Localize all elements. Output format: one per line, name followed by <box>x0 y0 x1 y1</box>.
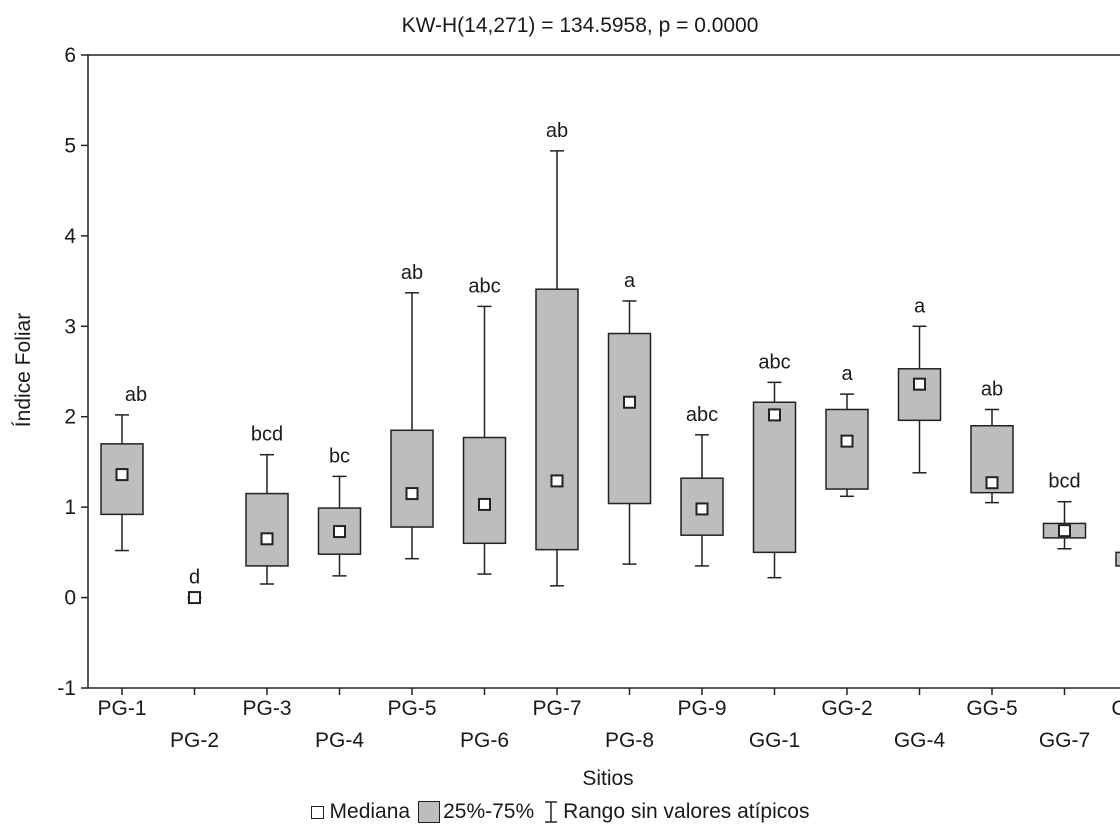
box-gg-5: ab <box>970 378 1014 504</box>
iqr-box <box>462 436 507 545</box>
median-marker <box>913 377 926 391</box>
box-pg-6: abc <box>462 275 507 575</box>
x-tick-label: PG-8 <box>605 729 654 752</box>
box-pg-1: ab <box>100 384 147 552</box>
iqr-box <box>752 401 797 554</box>
box-gg-9: cd <box>1115 551 1120 567</box>
group-letter-label: bcd <box>251 424 283 446</box>
group-letter-label: ab <box>125 384 147 406</box>
median-marker <box>115 468 129 482</box>
chart-title: KW-H(14,271) = 134.5958, p = 0.0000 <box>402 14 759 37</box>
median-marker <box>840 434 854 448</box>
group-letter-label: bc <box>329 445 350 467</box>
box-gg-1: abc <box>752 351 797 579</box>
median-marker <box>550 474 564 488</box>
box-pg-3: bcd <box>245 424 289 585</box>
x-tick-label: PG-2 <box>170 729 219 752</box>
median-marker <box>260 532 274 546</box>
legend-whisker-label: Rango sin valores atípicos <box>563 800 810 823</box>
median-marker <box>623 395 636 409</box>
median-marker <box>768 408 781 422</box>
y-tick-label: 1 <box>64 496 76 519</box>
box-gg-2: a <box>825 363 869 498</box>
iqr-box <box>897 368 942 422</box>
iqr-box <box>607 332 652 505</box>
group-letter-label: ab <box>401 262 423 284</box>
x-axis-label: Sitios <box>582 767 633 790</box>
x-tick-label: PG-5 <box>387 697 436 720</box>
group-letter-label: abc <box>468 275 500 297</box>
median-marker <box>405 487 419 501</box>
box-swatch-icon <box>418 801 441 823</box>
x-tick-label: PG-1 <box>97 697 146 720</box>
box-pg-7: ab <box>535 120 579 587</box>
box-pg-9: abc <box>680 404 724 567</box>
y-tick-label: -1 <box>57 677 76 700</box>
iqr-box <box>390 429 434 528</box>
chart-legend: Mediana 25%-75% Rango sin valores atípic… <box>0 797 1120 827</box>
box-pg-8: a <box>607 270 652 565</box>
legend-box-label: 25%-75% <box>443 800 535 823</box>
median-marker <box>478 497 491 511</box>
box-pg-2: d <box>187 567 202 605</box>
x-tick-label: GG-5 <box>966 697 1017 720</box>
y-tick-label: 0 <box>64 587 76 610</box>
group-letter-label: ab <box>546 120 568 142</box>
x-tick-label: GG-7 <box>1039 729 1090 752</box>
x-axis: PG-1 PG-2 PG-3 PG-4 PG-5 PG-6 PG-7 PG-8 PG-9 GG-1… <box>97 688 1120 752</box>
box-gg-4: a <box>897 295 942 474</box>
y-tick-label: 4 <box>64 225 76 248</box>
group-letter-label: bcd <box>1048 471 1080 493</box>
iqr-box <box>1115 551 1120 567</box>
y-tick-label: 6 <box>64 44 76 67</box>
y-tick-label: 5 <box>64 134 76 157</box>
legend-item-box: 25%-75% <box>418 800 534 824</box>
box-pg-5: ab <box>390 262 434 560</box>
median-marker <box>1058 524 1071 538</box>
x-tick-label: GG-4 <box>894 729 946 752</box>
iqr-box <box>825 408 869 490</box>
group-letter-label: abc <box>758 351 790 373</box>
median-marker <box>985 476 999 490</box>
median-marker-icon <box>310 805 324 819</box>
x-tick-label: GG-1 <box>749 729 800 752</box>
group-letter-label: a <box>841 363 853 385</box>
x-tick-label: GG-2 <box>821 697 872 720</box>
median-marker <box>695 502 709 516</box>
legend-median-label: Mediana <box>329 800 411 823</box>
group-letter-label: d <box>189 567 200 589</box>
median-marker <box>188 591 201 605</box>
group-letter-label: abc <box>686 404 718 426</box>
legend-item-whisker: Rango sin valores atípicos <box>542 800 809 824</box>
y-tick-label: 2 <box>64 406 76 429</box>
x-tick-label: GG-9 <box>1111 697 1120 720</box>
plot-frame <box>87 54 1120 689</box>
iqr-box <box>535 288 579 551</box>
x-tick-label: PG-4 <box>315 729 364 752</box>
group-letter-label: a <box>624 270 636 292</box>
y-axis-label: Índice Foliar <box>12 313 35 427</box>
median-marker <box>333 525 346 539</box>
x-tick-label: PG-6 <box>460 729 509 752</box>
box-gg-7: bcd <box>1042 471 1087 550</box>
x-tick-label: PG-7 <box>532 697 581 720</box>
box-series: ab d bcd bc ab abc ab a abc abc a a ab bcd cd <box>100 120 1120 605</box>
group-letter-label: ab <box>981 378 1003 400</box>
whisker-icon <box>545 801 558 823</box>
x-tick-label: PG-3 <box>242 697 291 720</box>
box-pg-4: bc <box>317 445 362 577</box>
group-letter-label: a <box>914 295 926 317</box>
iqr-box <box>245 492 289 567</box>
x-tick-label: PG-9 <box>677 697 726 720</box>
legend-item-median: Mediana <box>310 800 411 824</box>
y-axis: -1 0 1 2 3 4 5 6 <box>57 44 88 700</box>
y-tick-label: 3 <box>64 315 76 338</box>
